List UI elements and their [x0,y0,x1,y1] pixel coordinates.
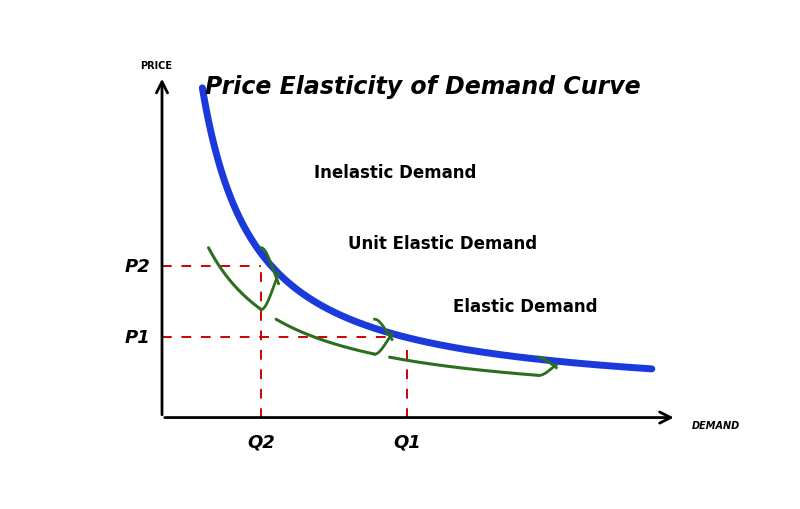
Text: P1: P1 [125,328,151,346]
Text: P2: P2 [125,258,151,276]
Text: Elastic Demand: Elastic Demand [454,297,598,315]
Text: PRICE: PRICE [140,61,172,71]
Text: DEMAND: DEMAND [692,420,740,431]
Text: Q1: Q1 [393,433,421,450]
Text: Unit Elastic Demand: Unit Elastic Demand [348,234,537,252]
Text: Price Elasticity of Demand Curve: Price Elasticity of Demand Curve [205,75,640,99]
Text: Q2: Q2 [247,433,275,450]
Text: Inelastic Demand: Inelastic Demand [314,164,476,182]
